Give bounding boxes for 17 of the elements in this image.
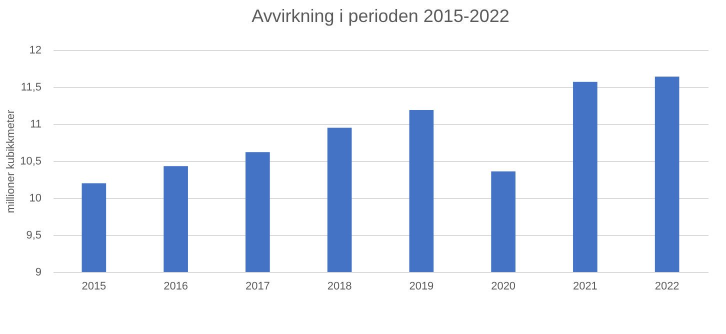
chart-title: Avvirkning i perioden 2015-2022 [252,6,510,26]
y-tick-label: 9 [35,266,42,278]
x-tick-label: 2015 [82,280,106,292]
y-tick-label: 9,5 [26,230,42,242]
x-tick-label: 2022 [654,280,680,292]
x-tick-label: 2020 [491,280,516,292]
y-tick-label: 10 [29,192,42,204]
y-tick-label: 11,5 [20,82,42,94]
y-axis-title: millioner kubikkmeter [5,110,18,214]
x-tick-label: 2016 [164,280,188,292]
x-tick-label: 2018 [327,280,352,292]
x-tick-label: 2021 [572,280,598,292]
y-tick-label: 12 [29,44,42,56]
y-tick-label: 11 [30,118,42,130]
y-tick-label: 10,5 [20,156,42,168]
x-tick-label: 2017 [245,280,270,292]
x-tick-label: 2019 [409,280,434,292]
